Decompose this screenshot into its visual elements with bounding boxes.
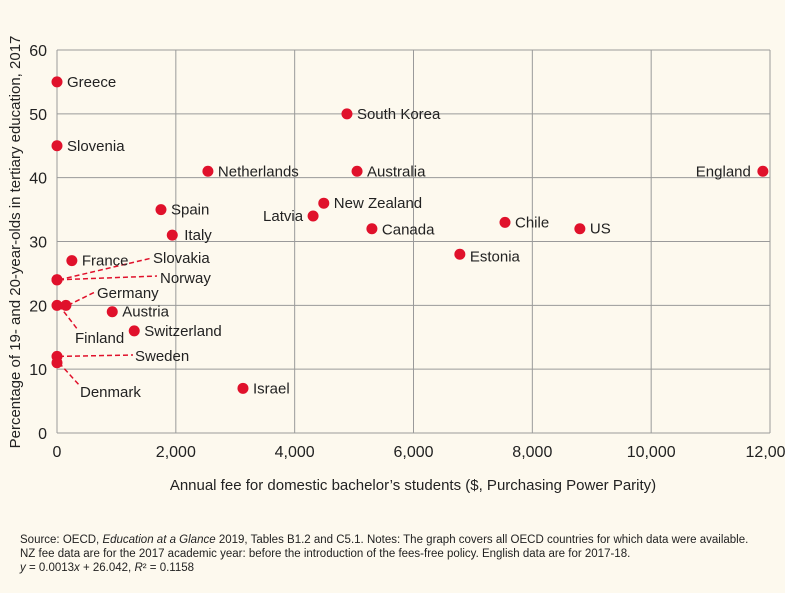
leader-line: [67, 291, 96, 307]
data-point: [499, 216, 511, 228]
data-point: [106, 306, 118, 318]
data-point: [574, 223, 586, 235]
y-axis-title: Percentage of 19- and 20-year-olds in te…: [7, 36, 24, 449]
y-tick-label: 60: [29, 43, 47, 60]
footnote-segment: = 0.0013: [26, 562, 74, 574]
data-point: [757, 165, 769, 177]
footnote-segment: + 26.042,: [80, 562, 135, 574]
point-label: France: [82, 253, 129, 270]
point-label: Sweden: [135, 348, 189, 365]
data-point: [155, 204, 167, 216]
footnote: Source: OECD, Education at a Glance 2019…: [19, 534, 748, 574]
point-label: Switzerland: [144, 323, 222, 340]
data-point: [51, 140, 63, 152]
leader-line: [58, 304, 79, 331]
data-points: [51, 76, 769, 394]
data-point: [341, 108, 353, 120]
x-tick-label: 2,000: [156, 444, 196, 461]
data-point: [60, 299, 72, 311]
y-tick-label: 40: [29, 171, 47, 188]
data-point: [237, 382, 249, 394]
leader-lines: [58, 257, 158, 387]
y-tick-label: 50: [29, 107, 47, 124]
y-tick-label: 0: [38, 426, 47, 443]
point-label: Estonia: [470, 248, 521, 265]
data-point: [202, 165, 214, 177]
point-label: Spain: [171, 202, 209, 219]
point-label: South Korea: [357, 106, 441, 123]
x-tick-label: 12,000: [746, 444, 785, 461]
tick-labels: 0 2,000 4,000 6,000 8,000 10,000 12,000 0 10 20 30…: [29, 43, 785, 461]
point-label: Chile: [515, 214, 549, 231]
point-label: Australia: [367, 163, 426, 180]
footnote-segment: R: [134, 562, 142, 574]
y-tick-label: 30: [29, 235, 47, 252]
leader-line: [58, 354, 134, 358]
point-label: Germany: [97, 285, 159, 302]
point-label: Finland: [75, 330, 124, 347]
data-point: [307, 210, 319, 222]
footnote-segment: NZ fee data are for the 2017 academic ye…: [20, 548, 630, 560]
point-label: Austria: [122, 304, 169, 321]
point-label: Italy: [184, 227, 212, 244]
point-label: Slovenia: [67, 138, 125, 155]
point-label: Latvia: [263, 208, 304, 225]
point-label: Greece: [67, 74, 116, 91]
data-point: [128, 325, 140, 337]
data-point: [51, 357, 63, 369]
footnote-line: y = 0.0013x + 26.042, R² = 0.1158: [19, 562, 194, 574]
data-point: [318, 197, 330, 209]
point-label: Israel: [253, 380, 290, 397]
x-tick-label: 0: [53, 444, 62, 461]
footnote-segment: x: [73, 562, 81, 574]
data-point: [51, 76, 63, 88]
leader-line: [58, 362, 81, 387]
x-tick-label: 10,000: [627, 444, 676, 461]
footnote-segment: 2019, Tables B1.2 and C5.1. Notes: The g…: [216, 534, 749, 546]
footnote-line: Source: OECD, Education at a Glance 2019…: [20, 534, 748, 546]
grid: [56, 49, 771, 434]
point-label: Netherlands: [218, 163, 299, 180]
data-point: [66, 255, 78, 267]
data-point: [51, 299, 63, 311]
data-point: [351, 165, 363, 177]
y-tick-label: 20: [29, 298, 47, 315]
point-label: Denmark: [80, 384, 141, 401]
point-label: US: [590, 221, 611, 238]
data-point: [454, 248, 466, 260]
footnote-segment: y: [19, 562, 27, 574]
x-tick-label: 4,000: [275, 444, 315, 461]
footnote-segment: ² = 0.1158: [143, 562, 194, 574]
leader-line: [58, 275, 158, 281]
point-label: New Zealand: [334, 195, 422, 212]
y-tick-label: 10: [29, 362, 47, 379]
footnote-segment: Source: OECD,: [20, 534, 102, 546]
data-point: [366, 223, 378, 235]
point-label: England: [696, 163, 751, 180]
point-label: Slovakia: [153, 250, 210, 267]
point-label: Canada: [382, 222, 435, 239]
data-point: [51, 274, 63, 286]
footnote-segment: Education at a Glance: [102, 534, 215, 546]
x-axis-title: Annual fee for domestic bachelor’s stude…: [170, 477, 656, 494]
x-tick-label: 6,000: [393, 444, 433, 461]
x-tick-label: 8,000: [512, 444, 552, 461]
point-labels: Greece Slovenia South Korea Netherlands Aust…: [67, 74, 751, 401]
point-label: Norway: [160, 270, 211, 287]
footnote-line: NZ fee data are for the 2017 academic ye…: [20, 548, 630, 560]
data-point: [166, 229, 178, 241]
